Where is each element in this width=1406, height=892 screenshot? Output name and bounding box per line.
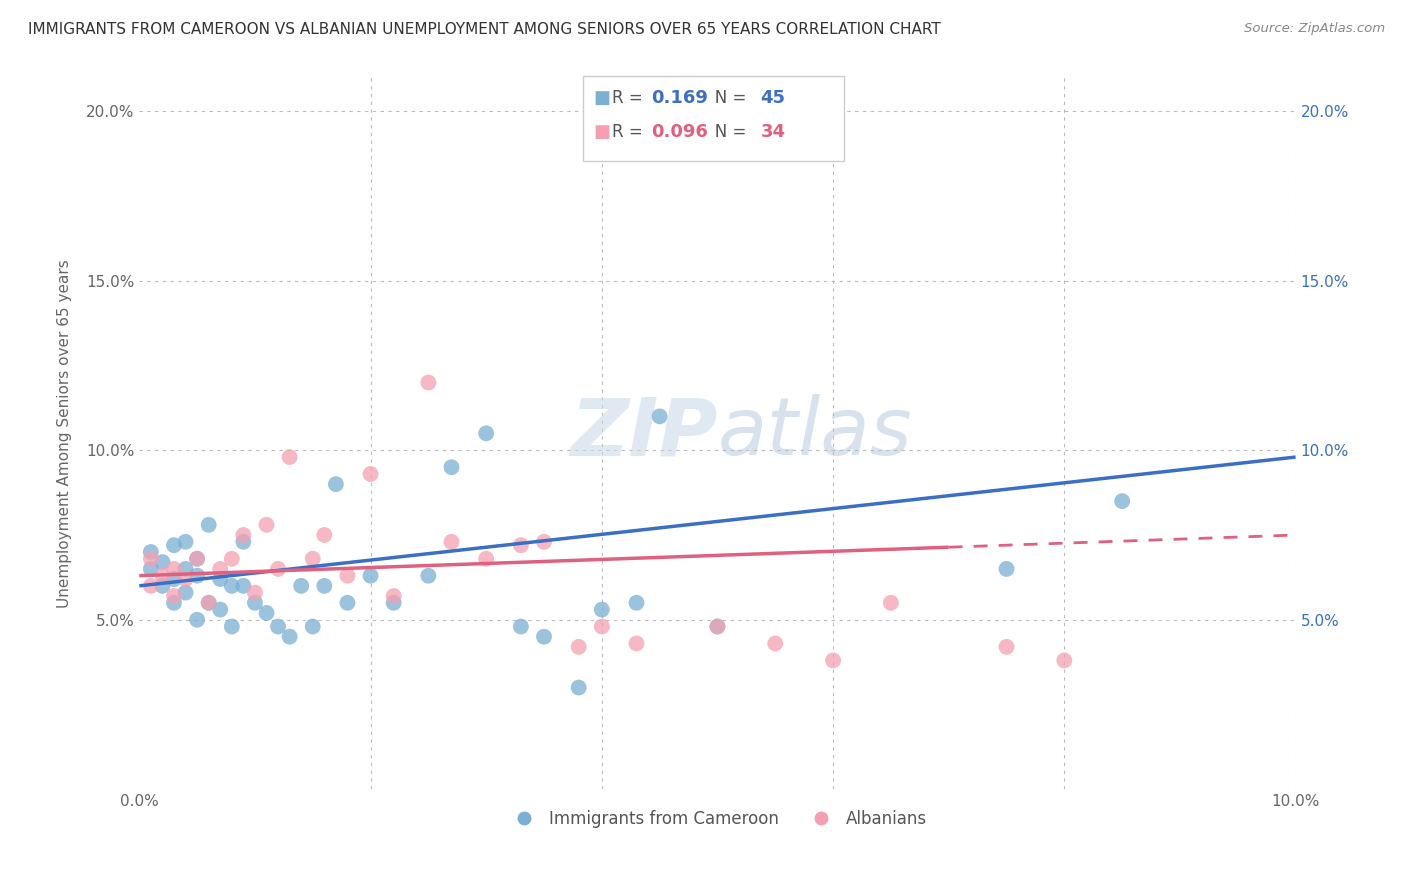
Point [278,450,301,464]
Point [336,568,359,582]
Point [197,596,219,610]
Point [626,596,648,610]
Text: 45: 45 [761,89,786,107]
Point [186,551,208,566]
Point [823,653,845,667]
Text: IMMIGRANTS FROM CAMEROON VS ALBANIAN UNEMPLOYMENT AMONG SENIORS OVER 65 YEARS CO: IMMIGRANTS FROM CAMEROON VS ALBANIAN UNE… [28,22,941,37]
Point [209,562,232,576]
Point [314,579,336,593]
Point [475,551,498,566]
Point [243,596,266,610]
Point [163,596,186,610]
Point [440,460,463,475]
Point [591,602,613,616]
Point [232,534,254,549]
Point [152,555,174,569]
Point [267,619,290,633]
Point [152,568,174,582]
Point [186,613,208,627]
Point [139,562,162,576]
Point [382,589,405,603]
Point [1111,494,1133,508]
Point [336,596,359,610]
Point [243,585,266,599]
Point [186,568,208,582]
Text: 34: 34 [761,123,786,141]
Point [267,562,290,576]
Point [152,579,174,593]
Point [509,538,531,552]
Point [418,376,440,390]
Point [880,596,903,610]
Point [139,579,162,593]
Text: 0.096: 0.096 [651,123,707,141]
Point [1053,653,1076,667]
Point [418,568,440,582]
Text: 0.169: 0.169 [651,89,707,107]
Point [221,579,243,593]
Point [174,585,197,599]
Point [301,619,323,633]
Text: Source: ZipAtlas.com: Source: ZipAtlas.com [1244,22,1385,36]
Point [533,534,555,549]
Y-axis label: Unemployment Among Seniors over 65 years: Unemployment Among Seniors over 65 years [58,259,72,607]
Point [763,636,786,650]
Point [256,606,278,620]
Point [163,562,186,576]
Text: ■: ■ [593,89,610,107]
Point [591,619,613,633]
Point [533,630,555,644]
Point [440,534,463,549]
Point [823,138,845,153]
Point [278,630,301,644]
Point [509,619,531,633]
Point [648,409,671,424]
Point [197,517,219,532]
Point [197,596,219,610]
Point [568,640,591,654]
Point [221,551,243,566]
Point [314,528,336,542]
Point [163,589,186,603]
Point [475,426,498,441]
Point [163,538,186,552]
Point [174,572,197,586]
Point [139,551,162,566]
Point [139,545,162,559]
Point [568,681,591,695]
Point [174,534,197,549]
Point [382,596,405,610]
Point [232,528,254,542]
Point [995,562,1018,576]
Point [706,619,728,633]
Point [256,517,278,532]
Point [360,467,382,481]
Point [706,619,728,633]
Legend: Immigrants from Cameroon, Albanians: Immigrants from Cameroon, Albanians [501,803,934,834]
Point [995,640,1018,654]
Point [301,551,323,566]
Text: R =: R = [612,123,648,141]
Text: N =: N = [699,123,751,141]
Point [163,572,186,586]
Point [626,636,648,650]
Text: ZIP: ZIP [569,394,717,473]
Point [290,579,312,593]
Text: R =: R = [612,89,648,107]
Point [232,579,254,593]
Text: atlas: atlas [717,394,912,473]
Text: N =: N = [699,89,751,107]
Text: ■: ■ [593,123,610,141]
Point [221,619,243,633]
Point [325,477,347,491]
Point [209,572,232,586]
Point [174,562,197,576]
Point [186,551,208,566]
Point [209,602,232,616]
Point [360,568,382,582]
